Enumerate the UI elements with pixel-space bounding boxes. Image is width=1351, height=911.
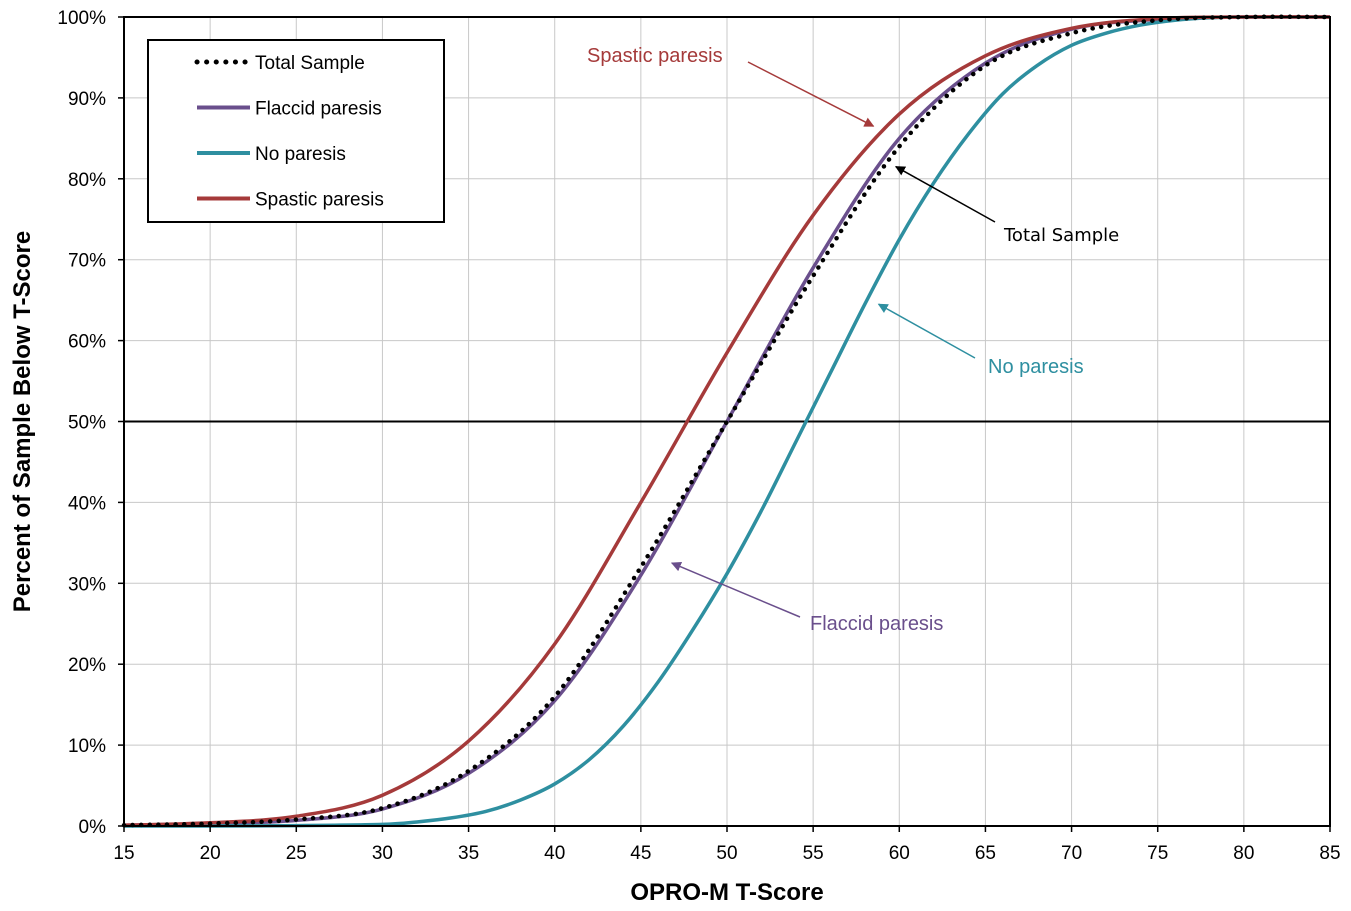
- x-tick-label-85: 85: [1319, 843, 1340, 864]
- y-axis-title: Percent of Sample Below T-Score: [9, 231, 36, 612]
- x-tick-label-60: 60: [889, 843, 910, 864]
- x-axis-title: OPRO-M T-Score: [630, 879, 823, 906]
- legend-label-spastic-paresis: Spastic paresis: [255, 190, 384, 211]
- axis-ticks: 15 20 25 30 35 40 45 50 55 60 65 70 75 80 85 0% 10% 20% 30…: [57, 8, 1340, 864]
- legend-label-total-sample: Total Sample: [255, 53, 365, 74]
- annotations: Spastic paresis Total Sample No paresis Fla…: [587, 45, 1119, 635]
- x-tick-label-75: 75: [1147, 843, 1168, 864]
- legend-box: [147, 39, 445, 223]
- series-line-total-sample: [121, 14, 1333, 828]
- y-tick-label-50: 50%: [68, 413, 106, 434]
- x-tick-label-25: 25: [286, 843, 307, 864]
- x-tick-label-45: 45: [630, 843, 651, 864]
- x-tick-label-15: 15: [113, 843, 134, 864]
- y-tick-label-60: 60%: [68, 332, 106, 353]
- x-tick-label-35: 35: [458, 843, 479, 864]
- annotation-label-no-paresis: No paresis: [988, 356, 1084, 378]
- legend: Total Sample Flaccid paresis No paresis Spa…: [147, 39, 445, 223]
- y-tick-label-40: 40%: [68, 493, 106, 514]
- y-tick-label-90: 90%: [68, 89, 106, 110]
- annotation-label-spastic-paresis: Spastic paresis: [587, 45, 723, 67]
- x-tick-label-50: 50: [716, 843, 737, 864]
- annotation-arrow-spastic-paresis: [747, 61, 875, 127]
- x-tick-label-40: 40: [544, 843, 565, 864]
- series-line-no-paresis: [123, 15, 1331, 828]
- annotation-arrow-no-paresis: [877, 303, 976, 359]
- y-tick-label-0: 0%: [79, 817, 107, 838]
- series-line-spastic-paresis: [123, 15, 1331, 827]
- legend-label-flaccid-paresis: Flaccid paresis: [255, 99, 382, 120]
- x-tick-label-80: 80: [1233, 843, 1254, 864]
- annotation-label-total-sample: Total Sample: [1003, 225, 1119, 246]
- y-tick-label-30: 30%: [68, 574, 106, 595]
- y-tick-label-80: 80%: [68, 170, 106, 191]
- y-tick-label-10: 10%: [68, 736, 106, 757]
- x-tick-label-65: 65: [975, 843, 996, 864]
- series-lines: [121, 14, 1333, 828]
- annotation-arrow-flaccid-paresis: [670, 561, 801, 618]
- y-tick-label-20: 20%: [68, 655, 106, 676]
- legend-label-no-paresis: No paresis: [255, 144, 346, 165]
- x-tick-label-30: 30: [372, 843, 393, 864]
- x-tick-label-55: 55: [803, 843, 824, 864]
- x-tick-label-70: 70: [1061, 843, 1082, 864]
- y-tick-label-70: 70%: [68, 251, 106, 272]
- annotation-label-flaccid-paresis: Flaccid paresis: [810, 613, 943, 635]
- x-tick-label-20: 20: [200, 843, 221, 864]
- y-tick-label-100: 100%: [57, 8, 106, 29]
- annotation-arrow-total-sample: [894, 166, 996, 223]
